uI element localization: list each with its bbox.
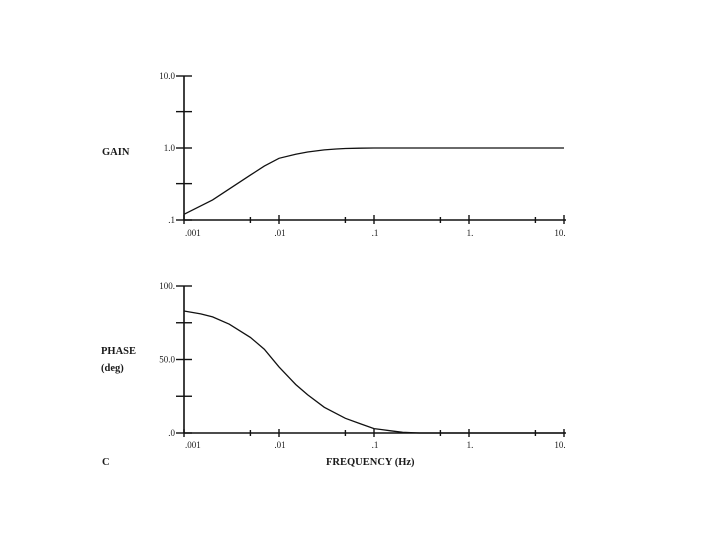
phase-x-tick-label: .01: [274, 440, 285, 450]
gain-y-tick-label: 10.0: [159, 71, 175, 81]
phase-x-ticks: .001 .01 .1 1. 10.: [183, 429, 566, 450]
gain-x-tick-label: .1: [372, 228, 379, 238]
phase-y-axis-label: PHASE: [101, 346, 136, 357]
gain-y-axis-label: GAIN: [102, 147, 130, 158]
phase-y-tick-label: 50.0: [159, 355, 175, 365]
phase-series-line: [183, 310, 564, 434]
phase-y-tick-label: .0: [168, 428, 175, 438]
gain-y-tick-label: 1.0: [164, 143, 176, 153]
gain-x-tick-label: .001: [185, 228, 201, 238]
phase-x-axis-label: FREQUENCY (Hz): [326, 457, 415, 468]
gain-y-tick-label: .1: [168, 215, 175, 225]
panel-label: C: [102, 457, 110, 468]
gain-y-ticks: .1 1.0 10.0: [159, 71, 192, 225]
gain-x-tick-label: 10.: [554, 228, 565, 238]
phase-x-tick-label: 10.: [554, 440, 565, 450]
phase-chart: .001 .01 .1 1. 10. .0 50.0 100. PHASE (deg) FR…: [101, 281, 566, 468]
gain-x-tick-label: .01: [274, 228, 285, 238]
phase-y-tick-label: 100.: [159, 281, 175, 291]
phase-y-axis-unit: (deg): [101, 363, 124, 374]
gain-chart: .001 .01 .1 1. 10. .1 1.0 10.0 GAIN: [102, 71, 566, 238]
gain-x-ticks: .001 .01 .1 1. 10.: [183, 215, 566, 238]
gain-x-tick-label: 1.: [467, 228, 474, 238]
phase-x-tick-label: .001: [185, 440, 201, 450]
gain-series-line: [183, 147, 564, 215]
phase-x-tick-label: .1: [372, 440, 379, 450]
phase-x-tick-label: 1.: [467, 440, 474, 450]
phase-y-ticks: .0 50.0 100.: [159, 281, 192, 438]
